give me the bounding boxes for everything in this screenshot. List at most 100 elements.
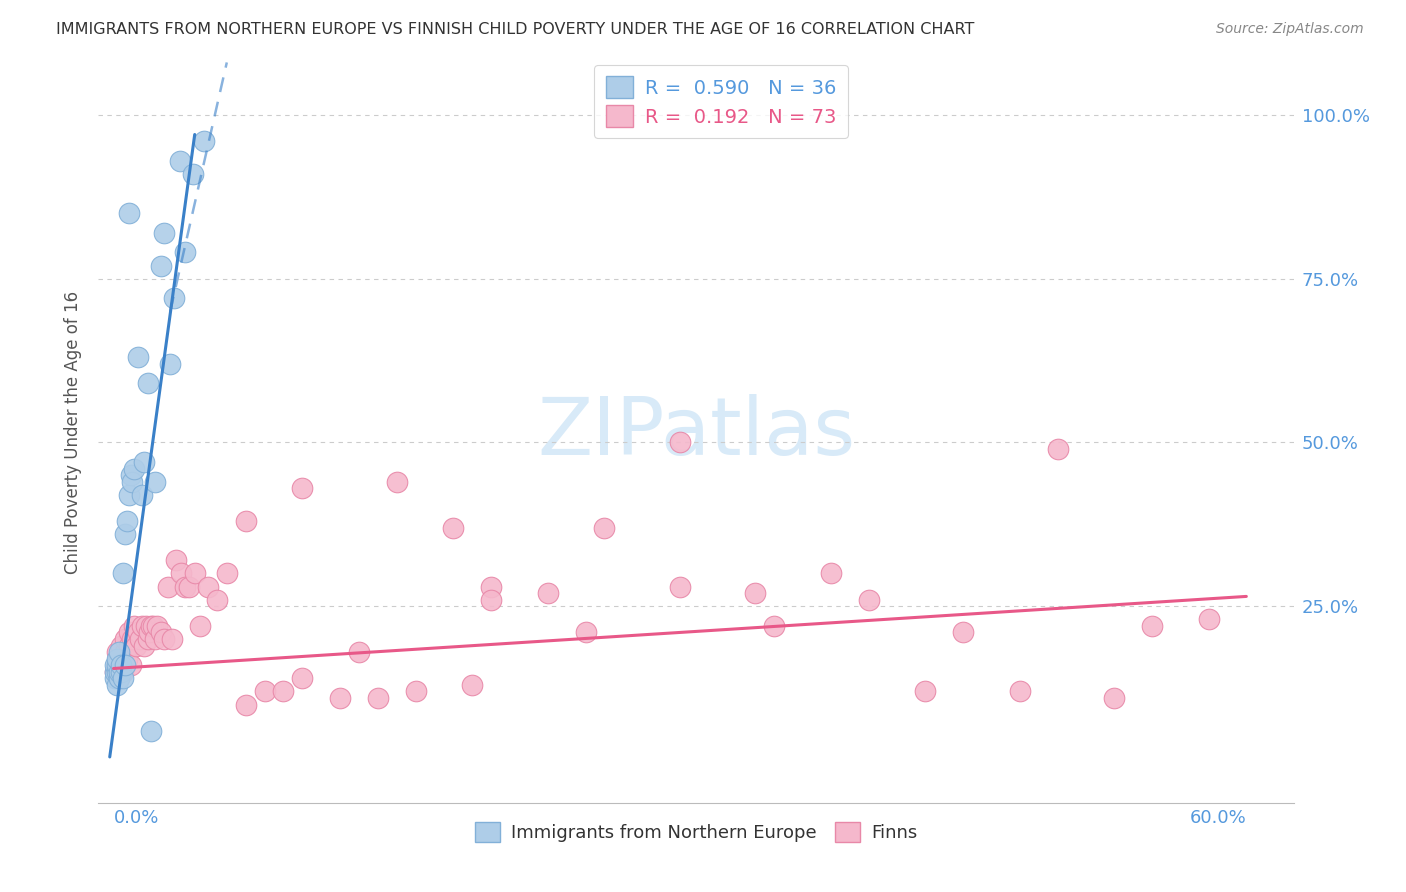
Point <box>143 475 166 489</box>
Point <box>593 521 616 535</box>
Point <box>105 658 128 673</box>
Point <box>131 488 153 502</box>
Point <box>110 639 132 653</box>
Point <box>149 259 172 273</box>
Point <box>110 665 132 679</box>
Point <box>1140 619 1163 633</box>
Point <box>235 514 257 528</box>
Point <box>537 586 560 600</box>
Legend: Immigrants from Northern Europe, Finns: Immigrants from Northern Europe, Finns <box>468 815 924 849</box>
Point <box>858 592 880 607</box>
Point <box>143 632 166 646</box>
Point <box>153 226 176 240</box>
Point <box>1102 690 1125 705</box>
Point <box>114 632 136 646</box>
Point <box>105 651 128 665</box>
Text: Source: ZipAtlas.com: Source: ZipAtlas.com <box>1216 22 1364 37</box>
Point <box>329 690 352 705</box>
Point <box>105 678 128 692</box>
Point <box>136 376 159 391</box>
Point <box>135 619 157 633</box>
Point <box>108 665 131 679</box>
Point <box>141 619 163 633</box>
Point <box>131 619 153 633</box>
Y-axis label: Child Poverty Under the Age of 16: Child Poverty Under the Age of 16 <box>63 291 82 574</box>
Point <box>115 651 138 665</box>
Point <box>914 684 936 698</box>
Point <box>744 586 766 600</box>
Point <box>136 632 159 646</box>
Point <box>174 580 197 594</box>
Point <box>181 167 204 181</box>
Point <box>385 475 408 489</box>
Point <box>114 645 136 659</box>
Text: IMMIGRANTS FROM NORTHERN EUROPE VS FINNISH CHILD POVERTY UNDER THE AGE OF 16 COR: IMMIGRANTS FROM NORTHERN EUROPE VS FINNI… <box>56 22 974 37</box>
Point <box>105 645 128 659</box>
Point <box>461 678 484 692</box>
Point <box>127 625 149 640</box>
Point <box>157 580 180 594</box>
Point <box>111 651 134 665</box>
Point <box>120 468 142 483</box>
Point <box>104 665 127 679</box>
Point <box>115 514 138 528</box>
Point <box>121 632 143 646</box>
Point <box>105 658 128 673</box>
Point <box>441 521 464 535</box>
Point <box>132 455 155 469</box>
Point <box>132 639 155 653</box>
Point <box>153 632 176 646</box>
Point <box>273 684 295 698</box>
Point <box>110 658 132 673</box>
Point <box>125 639 148 653</box>
Point <box>149 625 172 640</box>
Text: 60.0%: 60.0% <box>1189 809 1246 828</box>
Point <box>215 566 238 581</box>
Point <box>124 619 146 633</box>
Point <box>117 639 139 653</box>
Point <box>159 357 181 371</box>
Point <box>160 632 183 646</box>
Point <box>108 651 131 665</box>
Point <box>111 566 134 581</box>
Point <box>574 625 596 640</box>
Point <box>104 671 127 685</box>
Point <box>117 625 139 640</box>
Point <box>117 206 139 220</box>
Point <box>142 619 165 633</box>
Point <box>1046 442 1069 456</box>
Point <box>108 671 131 685</box>
Point <box>291 481 314 495</box>
Point <box>1198 612 1220 626</box>
Point <box>820 566 842 581</box>
Point <box>291 671 314 685</box>
Point <box>104 665 127 679</box>
Point <box>121 475 143 489</box>
Point <box>108 671 131 685</box>
Point <box>669 580 692 594</box>
Point <box>124 461 146 475</box>
Point <box>183 566 205 581</box>
Point <box>114 527 136 541</box>
Point <box>170 566 193 581</box>
Point <box>129 632 152 646</box>
Point <box>235 698 257 712</box>
Point <box>479 592 502 607</box>
Point <box>117 488 139 502</box>
Point <box>190 619 212 633</box>
Point <box>169 153 191 168</box>
Point <box>165 553 187 567</box>
Point <box>174 245 197 260</box>
Point <box>111 671 134 685</box>
Point <box>193 134 215 148</box>
Point <box>177 580 200 594</box>
Point <box>105 665 128 679</box>
Point <box>104 658 127 673</box>
Point <box>253 684 276 698</box>
Point <box>146 619 169 633</box>
Point <box>120 658 142 673</box>
Point <box>138 625 160 640</box>
Point <box>347 645 370 659</box>
Point <box>207 592 229 607</box>
Point <box>111 665 134 679</box>
